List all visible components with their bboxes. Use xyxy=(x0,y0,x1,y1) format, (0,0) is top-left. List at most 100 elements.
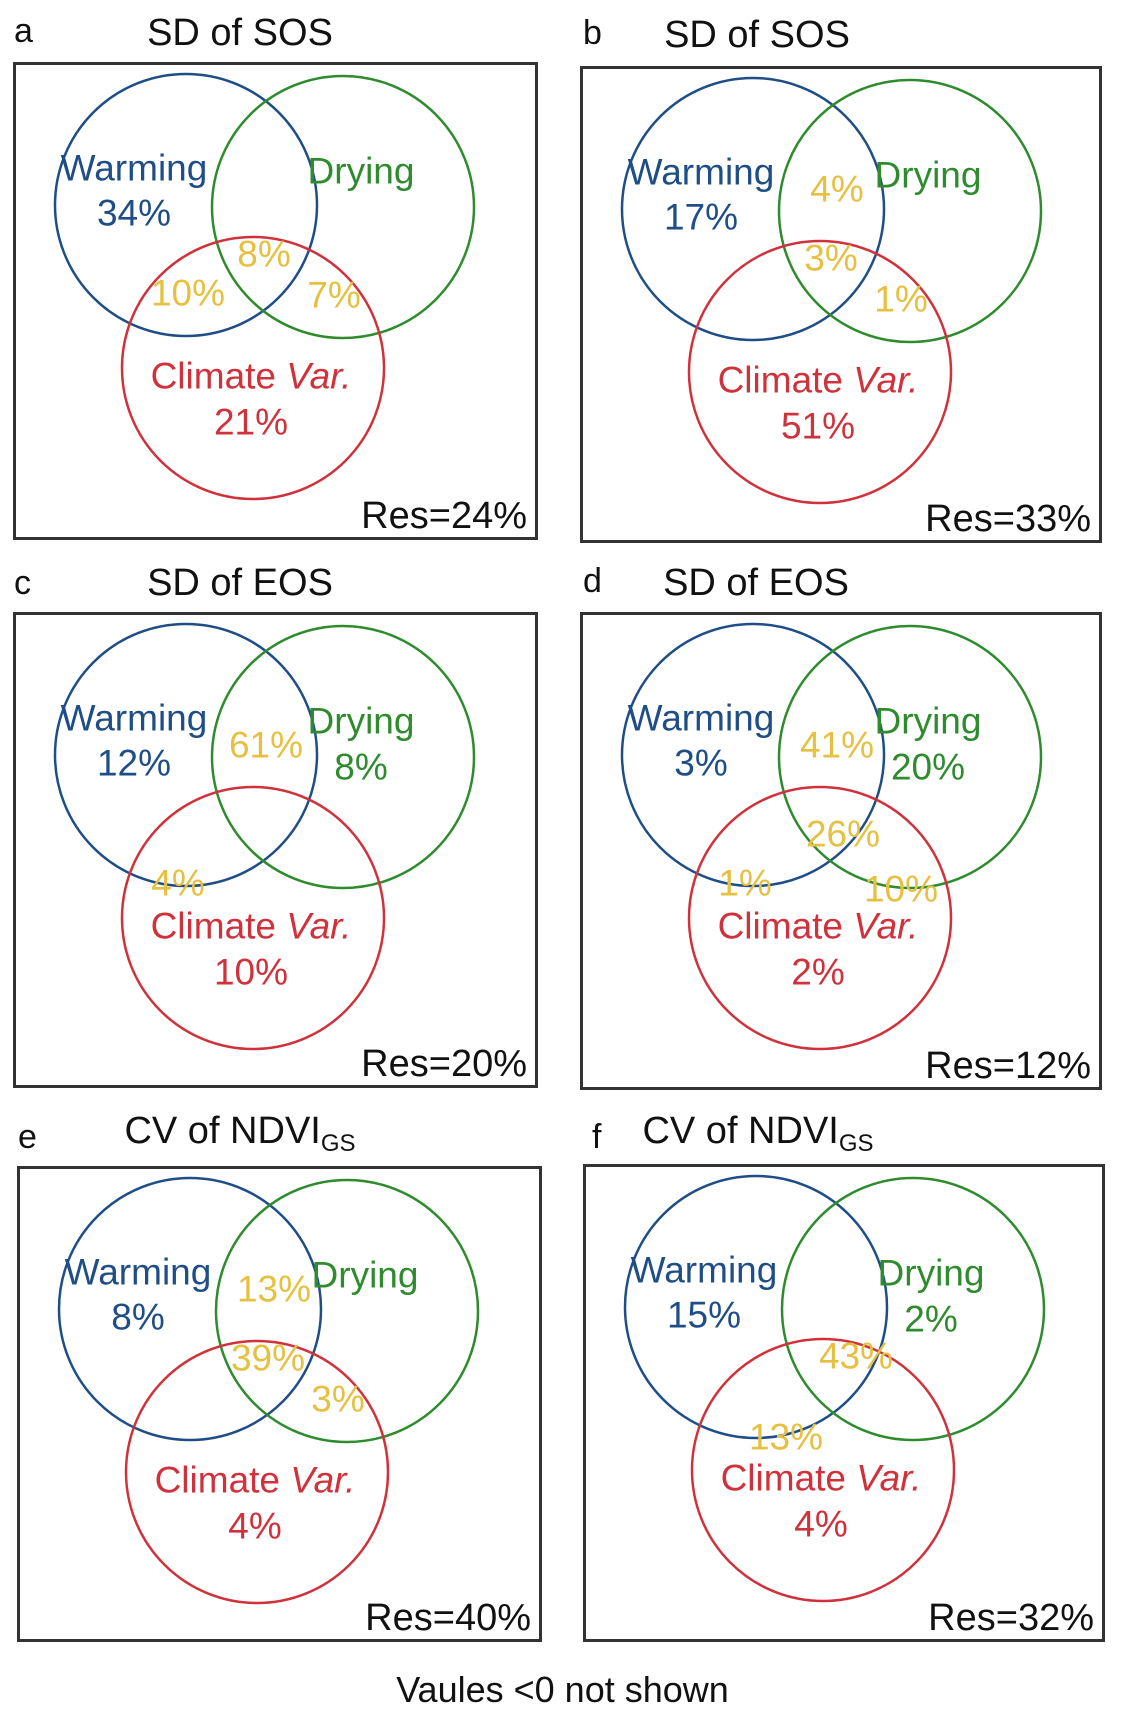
warming-label: Warming xyxy=(630,1249,778,1291)
venn-circles xyxy=(623,1174,1046,1603)
warming-circle xyxy=(53,72,319,338)
warming-drying-overlap-value: 41% xyxy=(799,724,875,766)
panel-letter: b xyxy=(583,14,602,52)
residual-label: Res=20% xyxy=(361,1043,527,1085)
venn-circles xyxy=(620,76,1043,505)
warming-climate-overlap-value: 13% xyxy=(748,1416,824,1458)
all-three-overlap-value: 39% xyxy=(230,1337,306,1379)
warming-drying-overlap-value: 4% xyxy=(810,168,864,210)
drying-label: Drying xyxy=(311,1254,419,1296)
warming-label: Warming xyxy=(60,697,208,739)
drying-label: Drying xyxy=(874,154,982,196)
drying-circle xyxy=(777,624,1043,890)
panel-title: CV of NDVIGS xyxy=(124,1112,355,1156)
warming-only-value: 34% xyxy=(96,192,172,234)
residual-label: Res=12% xyxy=(925,1045,1091,1087)
warming-climate-overlap-value: 10% xyxy=(150,272,226,314)
climate-var-label: Climate Var. xyxy=(155,1459,356,1500)
panel-letter: d xyxy=(583,562,602,600)
venn-circles xyxy=(620,622,1043,1051)
drying-label: Drying xyxy=(307,150,415,192)
panel-letter: e xyxy=(18,1118,37,1156)
all-three-overlap-value: 43% xyxy=(818,1335,894,1377)
warming-drying-overlap-value: 61% xyxy=(228,724,304,766)
climate-only-value: 2% xyxy=(791,951,845,993)
warming-only-value: 12% xyxy=(96,742,172,784)
panel-letter: a xyxy=(14,12,33,50)
panel-title-text: SD of EOS xyxy=(147,562,333,604)
panel-title: SD of EOS xyxy=(147,564,333,602)
warming-drying-overlap-value: 13% xyxy=(236,1268,312,1310)
footnote: Vaules <0 not shown xyxy=(396,1669,729,1710)
drying-circle xyxy=(780,1176,1046,1442)
residual-label: Res=24% xyxy=(361,495,527,537)
residual-label: Res=40% xyxy=(365,1597,531,1639)
venn-circles xyxy=(53,72,476,501)
residual-label: Res=32% xyxy=(928,1597,1094,1639)
climate-only-value: 4% xyxy=(794,1503,848,1545)
climate-var-label: Climate Var. xyxy=(718,905,919,946)
drying-only-value: 8% xyxy=(334,746,388,788)
drying-only-value: 20% xyxy=(890,746,966,788)
panel-title-text: CV of NDVI xyxy=(124,1110,321,1152)
climate-var-label: Climate Var. xyxy=(151,905,352,946)
drying-circle xyxy=(214,1178,480,1444)
climate-label-text: Climate xyxy=(150,355,287,397)
panel-title-text: SD of SOS xyxy=(147,12,333,54)
all-three-overlap-value: 26% xyxy=(805,813,881,855)
panel-title-subscript: GS xyxy=(320,1130,356,1157)
panel-title: CV of NDVIGS xyxy=(642,1112,873,1156)
climate-label-italic: Var. xyxy=(290,1459,356,1501)
warming-circle xyxy=(623,1174,889,1440)
climate-var-label: Climate Var. xyxy=(721,1457,922,1498)
panel-title-text: SD of EOS xyxy=(663,562,849,604)
climate-var-label: Climate Var. xyxy=(718,359,919,400)
drying-climate-overlap-value: 1% xyxy=(874,278,928,320)
panel-letter: c xyxy=(14,564,31,602)
venn-panel-c: Warming 12% Drying 8% Climate Var. 10% 61% 4% Re… xyxy=(13,612,538,1088)
climate-only-value: 4% xyxy=(228,1505,282,1547)
climate-label-text: Climate xyxy=(154,1459,291,1501)
climate-label-italic: Var. xyxy=(853,359,919,401)
climate-var-circle xyxy=(124,1339,390,1605)
drying-only-value: 2% xyxy=(904,1298,958,1340)
warming-label: Warming xyxy=(627,151,775,193)
panel-title-text: SD of SOS xyxy=(664,14,850,56)
warming-only-value: 17% xyxy=(663,196,739,238)
drying-climate-overlap-value: 10% xyxy=(863,868,939,910)
drying-label: Drying xyxy=(877,1252,985,1294)
climate-label-italic: Var. xyxy=(856,1457,922,1499)
venn-panel-b: Warming 17% Drying Climate Var. 51% 4% 3% 1% Res… xyxy=(580,66,1102,543)
climate-label-text: Climate xyxy=(717,905,854,947)
warming-circle xyxy=(620,76,886,342)
climate-label-text: Climate xyxy=(720,1457,857,1499)
warming-circle xyxy=(53,622,319,888)
climate-label-italic: Var. xyxy=(286,905,352,947)
warming-only-value: 15% xyxy=(666,1294,742,1336)
panel-letter: f xyxy=(592,1118,602,1156)
panel-title: SD of SOS xyxy=(664,16,850,54)
climate-var-circle xyxy=(120,235,386,501)
venn-panel-f: Warming 15% Drying 2% Climate Var. 4% 43% 13% Re… xyxy=(583,1164,1105,1642)
all-three-overlap-value: 8% xyxy=(237,233,291,275)
all-three-overlap-value: 3% xyxy=(804,237,858,279)
residual-label: Res=33% xyxy=(925,498,1091,540)
panel-title: SD of SOS xyxy=(147,14,333,52)
drying-label: Drying xyxy=(874,700,982,742)
panel-title-text: CV of NDVI xyxy=(642,1110,839,1152)
climate-var-circle xyxy=(687,239,953,505)
climate-label-italic: Var. xyxy=(286,355,352,397)
warming-only-value: 3% xyxy=(674,742,728,784)
climate-only-value: 51% xyxy=(780,405,856,447)
drying-climate-overlap-value: 7% xyxy=(307,274,361,316)
panel-title-subscript: GS xyxy=(838,1130,874,1157)
warming-circle xyxy=(57,1176,323,1442)
climate-label-italic: Var. xyxy=(853,905,919,947)
drying-climate-overlap-value: 3% xyxy=(311,1378,365,1420)
warming-label: Warming xyxy=(627,697,775,739)
climate-var-circle xyxy=(687,785,953,1051)
venn-panel-e: Warming 8% Drying Climate Var. 4% 13% 39% 3% Res… xyxy=(17,1166,542,1642)
warming-only-value: 8% xyxy=(111,1296,165,1338)
venn-circles xyxy=(53,622,476,1051)
warming-circle xyxy=(620,622,886,888)
